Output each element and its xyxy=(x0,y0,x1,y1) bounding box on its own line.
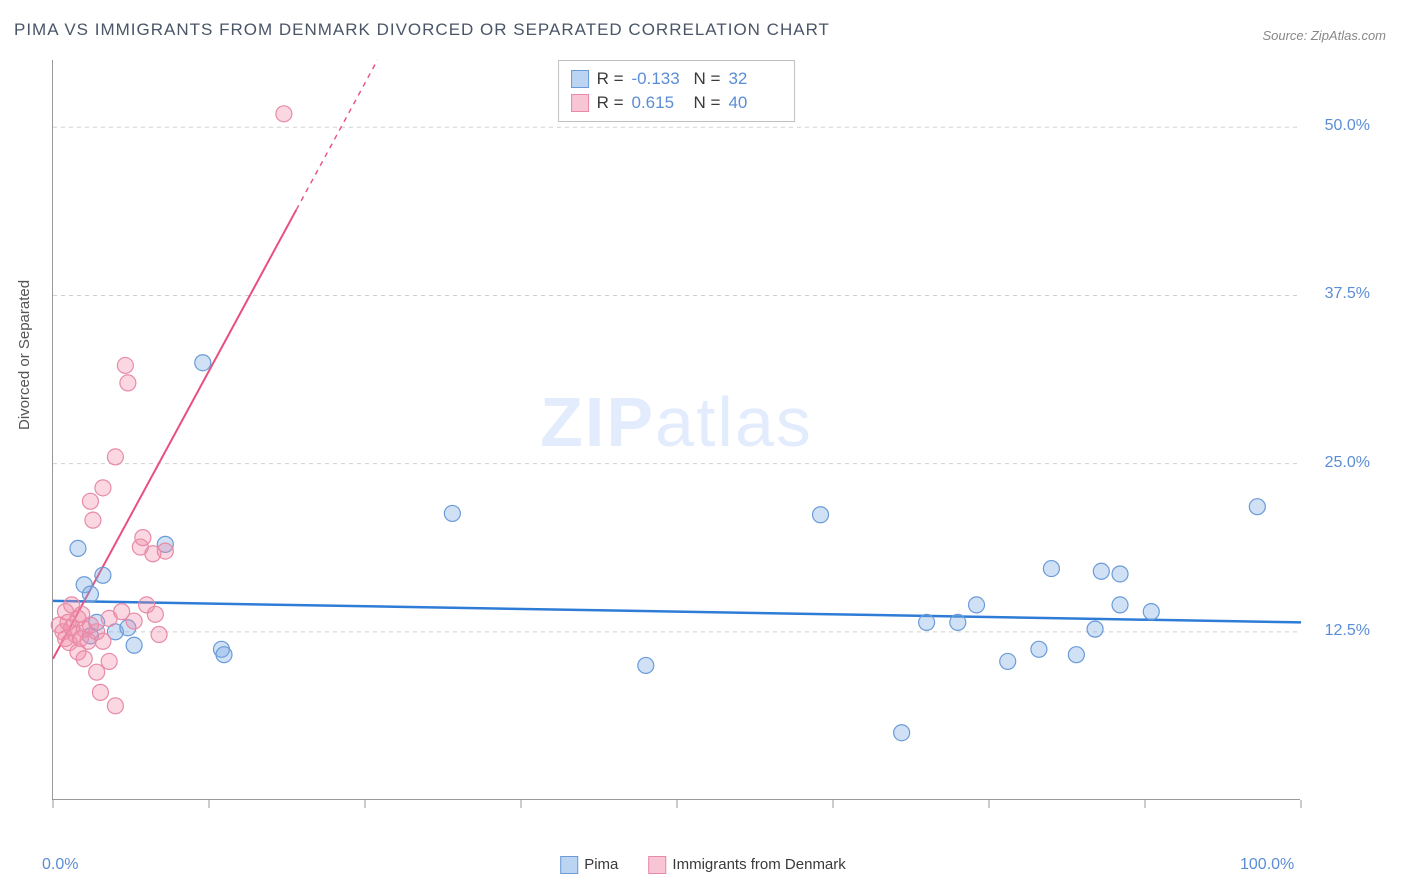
y-tick-label: 37.5% xyxy=(1325,285,1370,303)
y-tick-label: 50.0% xyxy=(1325,117,1370,135)
data-point xyxy=(813,507,829,523)
data-point xyxy=(70,540,86,556)
legend-r-label: R = xyxy=(597,91,624,115)
data-point xyxy=(1087,621,1103,637)
data-point xyxy=(95,633,111,649)
legend-swatch xyxy=(648,856,666,874)
data-point xyxy=(117,357,133,373)
data-point xyxy=(101,653,117,669)
y-tick-label: 25.0% xyxy=(1325,454,1370,472)
data-point xyxy=(157,543,173,559)
legend-bottom: Pima Immigrants from Denmark xyxy=(560,856,846,874)
y-tick-label: 12.5% xyxy=(1325,622,1370,640)
legend-n-label: N = xyxy=(694,67,721,91)
data-point xyxy=(638,657,654,673)
data-point xyxy=(444,505,460,521)
data-point xyxy=(95,480,111,496)
legend-stats-row: R = -0.133 N = 32 xyxy=(571,67,783,91)
data-point xyxy=(107,698,123,714)
data-point xyxy=(1068,647,1084,663)
x-tick-label: 0.0% xyxy=(42,856,78,874)
source-label: Source: ZipAtlas.com xyxy=(1262,28,1386,43)
legend-swatch xyxy=(560,856,578,874)
legend-swatch xyxy=(571,94,589,112)
data-point xyxy=(1000,653,1016,669)
data-point xyxy=(950,614,966,630)
data-point xyxy=(151,627,167,643)
data-point xyxy=(919,614,935,630)
data-point xyxy=(82,586,98,602)
data-point xyxy=(1043,561,1059,577)
data-point xyxy=(216,647,232,663)
data-point xyxy=(1112,597,1128,613)
data-point xyxy=(1031,641,1047,657)
data-point xyxy=(95,567,111,583)
legend-swatch xyxy=(571,70,589,88)
legend-stats-row: R = 0.615 N = 40 xyxy=(571,91,783,115)
data-point xyxy=(1112,566,1128,582)
chart-title: PIMA VS IMMIGRANTS FROM DENMARK DIVORCED… xyxy=(14,20,830,40)
data-point xyxy=(135,530,151,546)
legend-n-value: 32 xyxy=(728,67,782,91)
data-point xyxy=(894,725,910,741)
legend-r-label: R = xyxy=(597,67,624,91)
data-point xyxy=(120,375,136,391)
legend-r-value: 0.615 xyxy=(632,91,686,115)
legend-r-value: -0.133 xyxy=(632,67,686,91)
data-point xyxy=(1143,604,1159,620)
legend-n-label: N = xyxy=(694,91,721,115)
trend-line-dashed xyxy=(296,60,377,210)
data-point xyxy=(126,613,142,629)
data-point xyxy=(76,651,92,667)
data-point xyxy=(969,597,985,613)
data-point xyxy=(92,684,108,700)
data-point xyxy=(147,606,163,622)
legend-item: Immigrants from Denmark xyxy=(648,856,845,874)
data-point xyxy=(89,664,105,680)
data-point xyxy=(1093,563,1109,579)
y-axis-label: Divorced or Separated xyxy=(16,280,33,430)
x-tick-label: 100.0% xyxy=(1240,856,1294,874)
legend-item: Pima xyxy=(560,856,618,874)
legend-stats-box: R = -0.133 N = 32 R = 0.615 N = 40 xyxy=(558,60,796,122)
data-point xyxy=(85,512,101,528)
data-point xyxy=(276,106,292,122)
legend-label: Pima xyxy=(584,856,618,873)
data-point xyxy=(1249,499,1265,515)
plot-area: ZIPatlas R = -0.133 N = 32 R = 0.615 N =… xyxy=(52,60,1300,800)
data-point xyxy=(126,637,142,653)
data-point xyxy=(107,449,123,465)
legend-label: Immigrants from Denmark xyxy=(672,856,845,873)
legend-n-value: 40 xyxy=(728,91,782,115)
chart-svg xyxy=(53,60,1300,799)
data-point xyxy=(195,355,211,371)
data-point xyxy=(82,493,98,509)
